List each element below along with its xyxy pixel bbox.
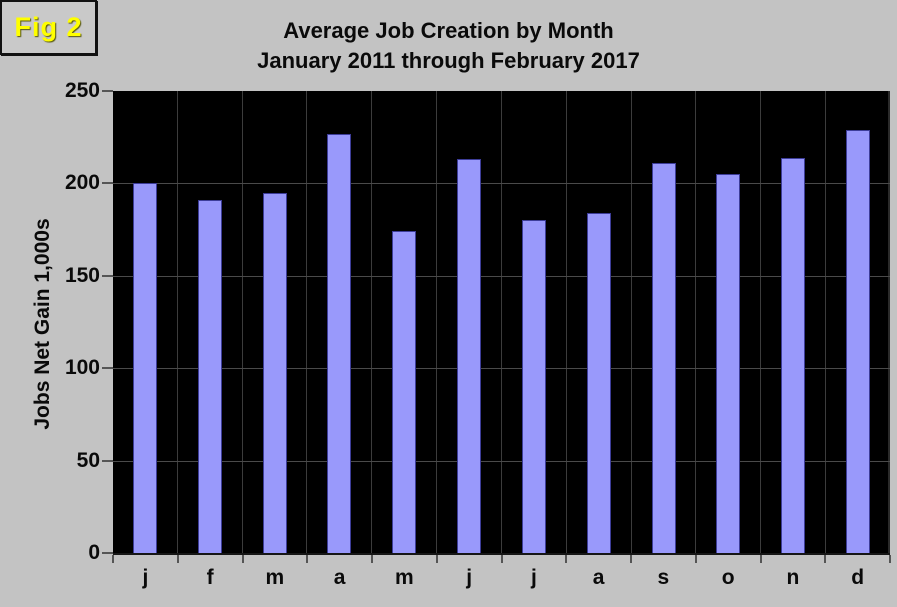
bar-slot xyxy=(178,91,243,553)
y-tick-mark-50 xyxy=(102,459,113,462)
y-tick-label-0: 0 xyxy=(88,541,100,564)
plot-right-border xyxy=(888,91,890,553)
y-tick-label-250: 250 xyxy=(64,79,100,102)
y-tick-mark-250 xyxy=(102,90,113,92)
x-tick-mark-6 xyxy=(500,555,503,563)
x-tick-mark-10 xyxy=(759,555,762,563)
x-axis-label-j-0: j xyxy=(142,566,149,589)
y-tick-mark-100 xyxy=(102,367,113,370)
x-tick-mark-1 xyxy=(176,555,179,563)
bar-slot xyxy=(502,91,567,553)
x-tick-mark-9 xyxy=(694,555,697,563)
bar-slot xyxy=(567,91,632,553)
bar-slot xyxy=(437,91,502,553)
bar-slot xyxy=(761,91,827,553)
bar-slot xyxy=(632,91,697,553)
x-axis-label-n-10: n xyxy=(786,566,800,589)
x-axis-label-s-8: s xyxy=(657,566,670,589)
bar-j-5 xyxy=(457,159,482,553)
y-tick-mark-200 xyxy=(102,182,113,185)
bar-slot xyxy=(826,91,890,553)
x-axis-label-a-3: a xyxy=(333,566,346,589)
x-axis-label-m-2: m xyxy=(265,566,285,589)
figure-number-box: Fig 2 xyxy=(0,0,97,55)
bar-slot xyxy=(113,91,178,553)
bar-f-1 xyxy=(197,200,222,553)
figure-number-label: Fig 2 xyxy=(14,12,83,42)
gridline-y-100 xyxy=(113,368,890,370)
y-tick-mark-150 xyxy=(102,274,113,277)
bar-j-6 xyxy=(521,220,546,553)
x-tick-mark-8 xyxy=(630,555,632,563)
bar-n-10 xyxy=(781,157,806,553)
x-axis-label-m-4: m xyxy=(395,566,414,589)
gridline-y-150 xyxy=(113,275,890,277)
bar-slot xyxy=(243,91,308,553)
gridline-y-50 xyxy=(113,460,890,462)
x-tick-mark-2 xyxy=(241,555,244,563)
bar-slots xyxy=(113,91,890,553)
bar-a-7 xyxy=(586,212,611,553)
x-tick-mark-5 xyxy=(435,555,438,563)
bar-m-4 xyxy=(392,231,417,553)
x-tick-mark-0 xyxy=(112,555,114,563)
x-tick-mark-7 xyxy=(565,555,568,563)
bar-slot xyxy=(696,91,762,553)
chart-title-line1: Average Job Creation by Month xyxy=(283,18,614,43)
chart-title-line2: January 2011 through February 2017 xyxy=(257,47,640,73)
bar-o-9 xyxy=(716,174,741,553)
y-tick-label-100: 100 xyxy=(64,356,100,380)
y-tick-label-50: 50 xyxy=(76,448,100,472)
bar-slot xyxy=(307,91,373,553)
bar-slot xyxy=(372,91,438,553)
x-axis-label-j-5: j xyxy=(466,566,473,589)
x-axis-label-o-9: o xyxy=(721,566,735,589)
x-axis-label-d-11: d xyxy=(851,566,865,589)
plot-area xyxy=(113,91,890,555)
x-tick-mark-4 xyxy=(371,555,373,563)
gridline-y-200 xyxy=(113,183,890,185)
y-tick-label-150: 150 xyxy=(64,263,100,287)
bar-s-8 xyxy=(651,163,676,553)
bar-d-11 xyxy=(846,129,871,553)
x-tick-mark-11 xyxy=(824,555,827,563)
x-tick-mark-3 xyxy=(306,555,309,563)
x-axis-label-f-1: f xyxy=(206,566,214,589)
y-axis-title: Jobs Net Gain 1,000s xyxy=(31,218,54,430)
x-tick-mark-12 xyxy=(889,555,891,563)
y-tick-label-200: 200 xyxy=(64,171,100,195)
y-tick-mark-0 xyxy=(102,552,113,554)
x-axis-label-a-7: a xyxy=(592,566,605,589)
bar-j-0 xyxy=(132,183,157,553)
chart-title: Average Job Creation by Month January 20… xyxy=(0,16,897,75)
bar-m-2 xyxy=(262,192,287,553)
x-axis-label-j-6: j xyxy=(530,566,537,589)
bar-a-3 xyxy=(327,133,352,553)
